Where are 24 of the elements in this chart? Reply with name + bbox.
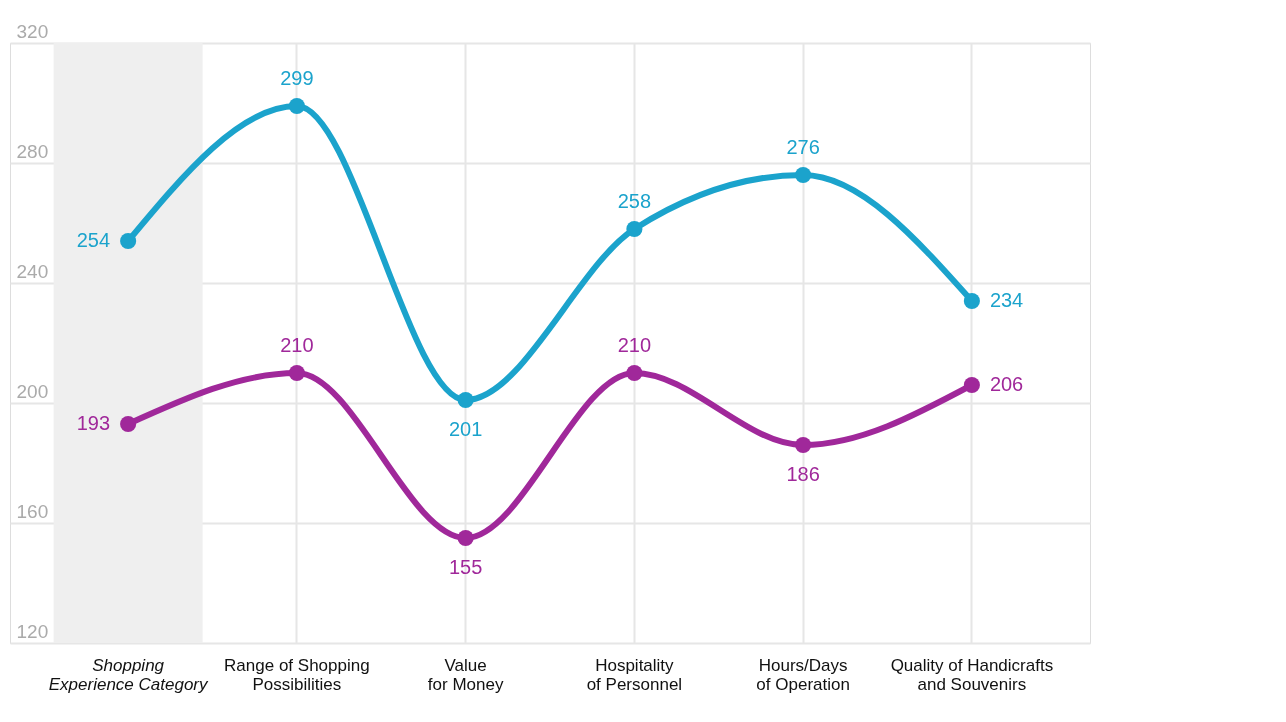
y-tick-label: 120 xyxy=(16,620,49,642)
data-label: 254 xyxy=(76,229,111,251)
data-label: 186 xyxy=(786,463,820,485)
x-tick-label: Quality of Handicrafts and Souvenirs xyxy=(890,655,1054,694)
data-label: 155 xyxy=(448,556,483,578)
x-tick-label: Value for Money xyxy=(427,655,504,694)
y-tick-label: 200 xyxy=(16,380,49,402)
data-label: 258 xyxy=(617,190,652,212)
data-label: 276 xyxy=(786,136,820,158)
data-label: 206 xyxy=(989,373,1024,395)
y-tick-label: 160 xyxy=(16,500,49,522)
y-tick-label: 320 xyxy=(16,20,49,42)
y-tick-label: 240 xyxy=(16,260,49,282)
x-tick-label: Hospitality of Personnel xyxy=(586,655,683,694)
data-label: 210 xyxy=(617,334,652,356)
data-label: 299 xyxy=(280,67,314,89)
data-label: 193 xyxy=(76,412,111,434)
x-tick-label: Hours/Days of Operation xyxy=(756,655,850,694)
y-tick-label: 280 xyxy=(16,140,49,162)
data-label: 210 xyxy=(280,334,314,356)
data-label: 201 xyxy=(448,418,483,440)
data-label: 234 xyxy=(989,289,1024,311)
x-tick-label: Shopping Experience Category xyxy=(48,655,209,694)
x-tick-label: Range of Shopping Possibilities xyxy=(224,655,370,694)
